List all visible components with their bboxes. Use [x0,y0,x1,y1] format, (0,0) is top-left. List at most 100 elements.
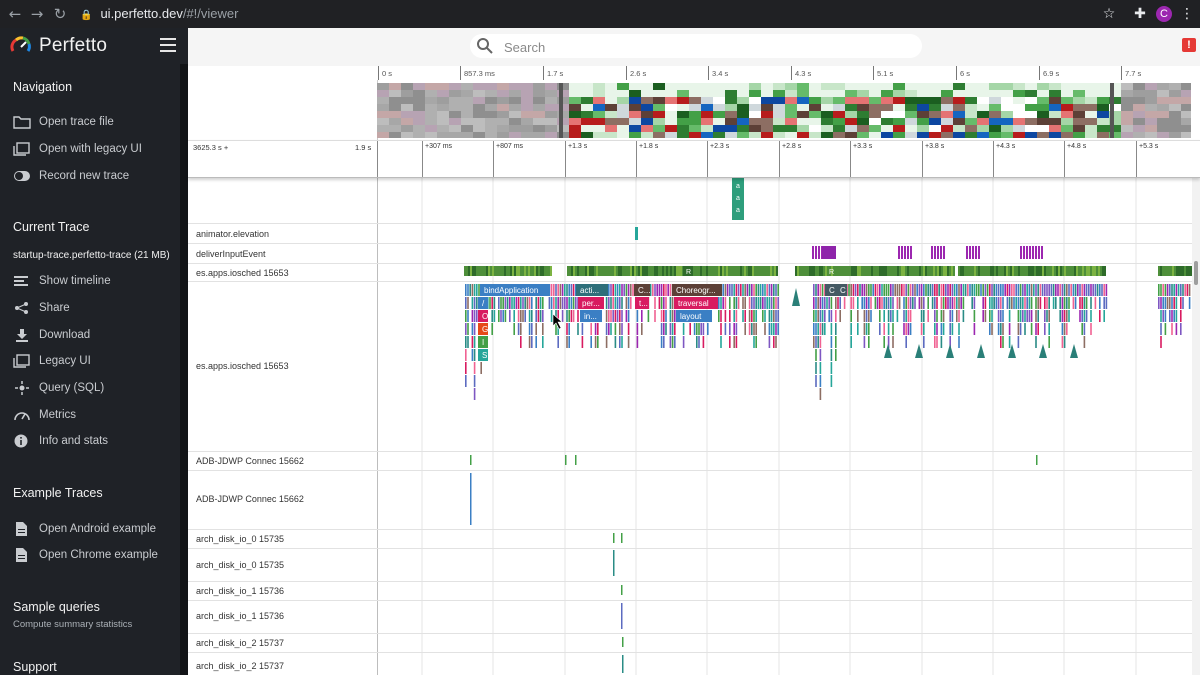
slice [905,284,907,296]
slice [813,297,815,309]
sample-queries-section-title[interactable]: Sample queries [13,600,100,614]
track-row[interactable]: animator.elevation [188,223,1192,243]
thread-state [929,266,931,276]
hamburger-menu-icon[interactable] [160,38,176,52]
slice [1046,297,1048,309]
slice [570,310,573,322]
thread-state [596,266,598,276]
overview-cell [1073,132,1085,138]
slice [1164,297,1167,309]
browser-menu-icon[interactable]: ⋮ [1180,6,1194,22]
thread-state [1086,266,1088,276]
sidebar-item-record-new-trace[interactable]: Record new trace [13,166,178,186]
slice [824,297,826,309]
slice [817,297,819,309]
overview-cell [677,83,689,90]
track-row[interactable]: arch_disk_io_0 15735 [188,548,1192,581]
slice [857,284,859,296]
slice-label: C... [638,286,650,295]
scrollbar-thumb[interactable] [1194,261,1198,285]
thread-state [1028,266,1030,276]
track-row[interactable]: arch_disk_io_2 15737 [188,652,1192,676]
slice [550,297,553,309]
profile-avatar[interactable]: C [1156,6,1172,22]
track-row[interactable]: arch_disk_io_1 15736 [188,600,1192,633]
overview-cell [845,132,857,138]
slice-label: / [482,299,485,308]
thread-state [992,266,994,276]
reload-icon[interactable]: ↻ [53,5,67,23]
track-row[interactable]: arch_disk_io_2 15737 [188,633,1192,652]
back-arrow-icon[interactable]: ← [8,5,22,23]
track-row[interactable]: ADB-JDWP Connec 15662 [188,470,1192,529]
thread-state [614,266,616,276]
sidebar-item-open-chrome-example[interactable]: Open Chrome example [13,545,178,565]
slice [938,284,940,296]
slice [698,323,700,335]
overview-cell [989,111,1001,118]
sample-queries-subtitle[interactable]: Compute summary statistics [13,619,133,630]
overview-cell [881,118,893,125]
extensions-puzzle-icon[interactable]: ✚ [1134,6,1146,22]
forward-arrow-icon[interactable]: → [30,5,44,23]
thread-state [881,266,883,276]
overview-cell [593,125,605,132]
slice [528,297,531,309]
sidebar-item-open-android-example[interactable]: Open Android example [13,519,178,539]
slice [835,310,837,322]
track-row[interactable]: es.apps.iosched 15653 [188,263,1192,281]
error-alert-icon[interactable]: ! [1182,38,1196,52]
slice [1026,246,1028,259]
sidebar-item-download[interactable]: Download [13,325,178,345]
sidebar-scrollbar[interactable] [180,64,188,675]
track-row[interactable]: es.apps.iosched 15653 [188,281,1192,451]
slice [1088,284,1090,296]
overview-cell [1061,104,1073,111]
overview-cell [689,97,701,104]
slice [616,310,619,322]
track-panel-scrollbar[interactable] [1192,176,1200,675]
sidebar-item-share[interactable]: Share [13,298,178,318]
thread-state [480,266,482,276]
overview-cell [725,125,737,132]
overview-cell [473,104,485,111]
slice [570,284,573,296]
bookmark-star-icon[interactable]: ☆ [1102,6,1116,22]
sidebar-item-show-timeline[interactable]: Show timeline [13,271,178,291]
overview-cell [893,97,905,104]
overview-cell [569,118,581,125]
track-row[interactable]: ADB-JDWP Connec 15662 [188,451,1192,470]
slice [665,284,667,296]
search-box[interactable] [470,34,922,60]
address-bar[interactable]: 🔒 ui.perfetto.dev/#!/viewer [80,4,238,24]
slice [550,310,553,322]
slice [744,297,746,309]
sidebar-item-info-and-stats[interactable]: Info and stats [13,431,178,451]
slice [969,284,971,296]
slice [1103,297,1105,309]
sidebar-item-open-trace-file[interactable]: Open trace file [13,112,178,132]
track-row[interactable]: deliverInputEvent [188,243,1192,263]
sidebar-item-query-sql[interactable]: Query (SQL) [13,378,178,398]
slice [1028,297,1031,309]
slice [978,284,980,296]
thread-state [720,266,722,276]
track-row[interactable]: arch_disk_io_0 15735 [188,529,1192,548]
thread-state [1078,266,1080,276]
overview-cell [725,118,737,125]
time-axis-divider [377,141,380,177]
overview-heatmap[interactable] [377,83,1191,138]
slice [621,310,623,322]
sidebar-item-legacy-ui[interactable]: Legacy UI [13,351,178,371]
sidebar-item-open-legacy-ui[interactable]: Open with legacy UI [13,139,178,159]
overview-cell [677,118,689,125]
overview-cell [809,111,821,118]
sidebar-item-metrics[interactable]: Metrics [13,405,178,425]
thread-state [1010,266,1012,276]
overview-cell [857,125,869,132]
track-row[interactable]: arch_disk_io_1 15736 [188,581,1192,600]
search-input[interactable] [502,34,906,60]
overview-cell [941,125,953,132]
sidebar-item-label: Show timeline [39,275,111,287]
